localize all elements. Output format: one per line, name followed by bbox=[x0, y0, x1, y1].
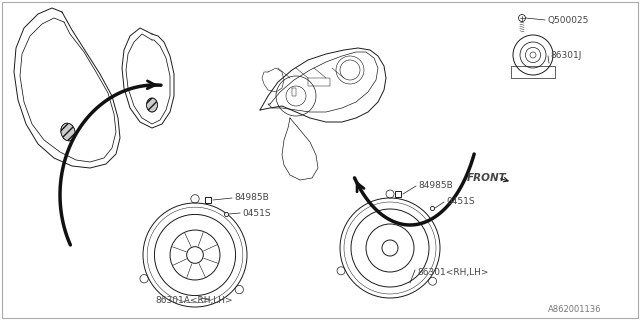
Text: 0451S: 0451S bbox=[446, 197, 475, 206]
Text: Q500025: Q500025 bbox=[547, 15, 588, 25]
Ellipse shape bbox=[61, 123, 75, 141]
Text: 86301<RH,LH>: 86301<RH,LH> bbox=[417, 268, 488, 276]
Text: 0451S: 0451S bbox=[242, 209, 271, 218]
Text: A862001136: A862001136 bbox=[548, 305, 602, 314]
Text: 86301A<RH,LH>: 86301A<RH,LH> bbox=[155, 295, 232, 305]
Ellipse shape bbox=[147, 98, 157, 112]
Text: FRONT: FRONT bbox=[467, 173, 507, 183]
Text: 84985B: 84985B bbox=[418, 181, 452, 190]
Text: 86301J: 86301J bbox=[550, 52, 581, 60]
Text: 84985B: 84985B bbox=[234, 194, 269, 203]
